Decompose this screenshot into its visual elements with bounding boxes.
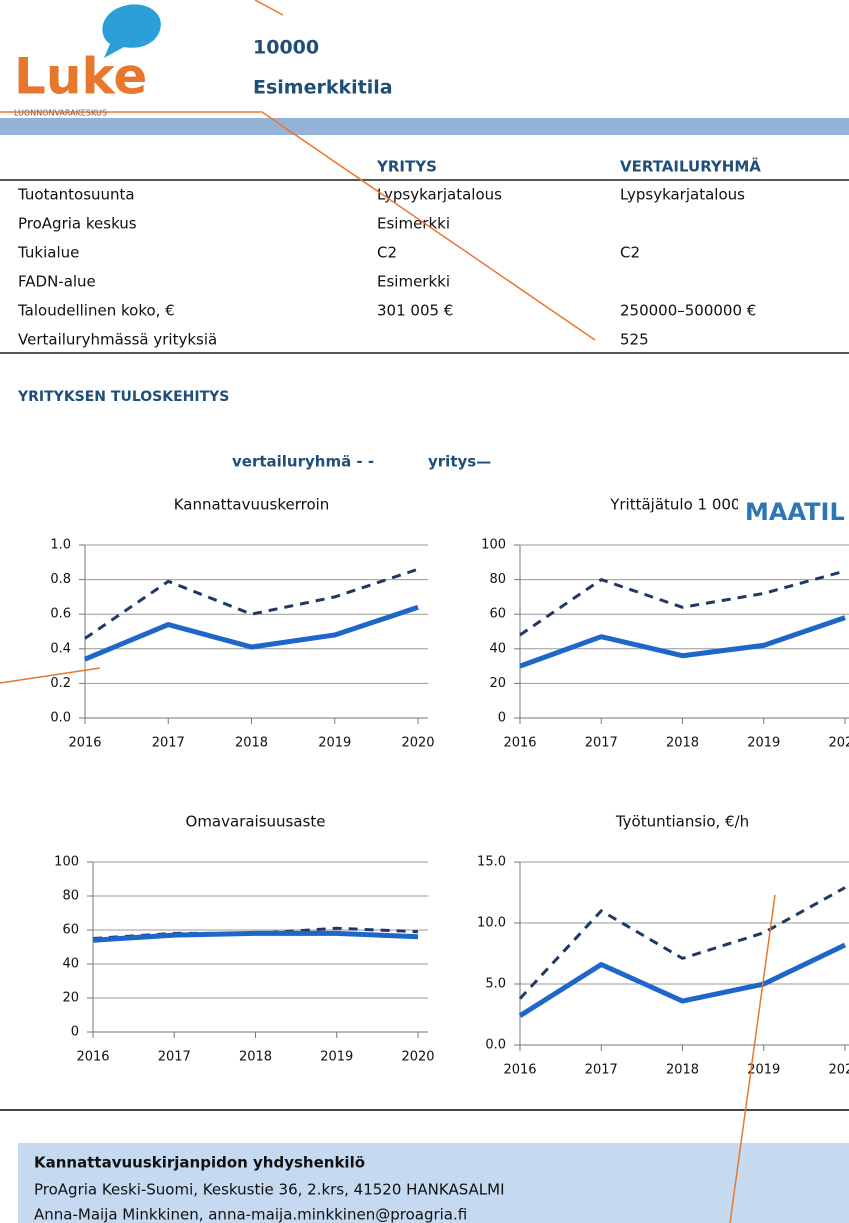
- cell: 525: [620, 331, 649, 349]
- x-tick-label: 2020: [401, 1050, 434, 1065]
- row-label: FADN-alue: [18, 273, 96, 291]
- series-line: [518, 942, 847, 1018]
- y-tick-label: 1.0: [50, 538, 71, 553]
- header-bar: [0, 118, 849, 135]
- table: Tuotantosuunta Lypsykarjatalous Lypsykarja…: [17, 186, 756, 349]
- cell: C2: [377, 244, 397, 262]
- y-tick-label: 5.0: [485, 977, 506, 992]
- column-header: VERTAILURYHMÄ: [620, 157, 761, 176]
- farm-code: 10000: [253, 37, 319, 59]
- footer-title: Kannattavuuskirjanpidon yhdyshenkilö: [34, 1154, 365, 1172]
- y-tick-label: 0: [498, 711, 506, 726]
- x-tick-label: 2020: [828, 1063, 849, 1078]
- legend-item: yritys—: [428, 453, 491, 471]
- series-line: [92, 930, 419, 943]
- chart-title: Kannattavuuskerroin: [174, 496, 330, 514]
- farm-name: Esimerkkitila: [253, 77, 393, 99]
- y-tick-label: 0.4: [50, 641, 71, 656]
- y-tick-label: 10.0: [477, 916, 506, 931]
- y-tick-label: 0.0: [50, 711, 71, 726]
- y-tick-label: 20: [62, 991, 79, 1006]
- y-tick-label: 80: [62, 889, 79, 904]
- y-tick-label: 80: [489, 572, 506, 587]
- x-tick-label: 2020: [828, 736, 849, 751]
- annotations: [0, 0, 776, 1223]
- y-tick-label: 0.2: [50, 676, 71, 691]
- legend-item: vertailuryhmä - -: [232, 453, 374, 471]
- cell: Lypsykarjatalous: [620, 186, 745, 204]
- x-tick-label: 2018: [666, 1063, 699, 1078]
- x-tick-label: 2016: [68, 736, 101, 751]
- cell: 250000–500000 €: [620, 302, 756, 320]
- cell: Esimerkki: [377, 273, 450, 291]
- y-tick-label: 60: [62, 923, 79, 938]
- x-tick-label: 2018: [239, 1050, 272, 1065]
- logo: Luke: [14, 48, 147, 106]
- x-tick-label: 2019: [747, 736, 780, 751]
- row-label: Taloudellinen koko, €: [17, 302, 175, 320]
- x-tick-label: 2020: [401, 736, 434, 751]
- series-line: [519, 615, 846, 669]
- y-tick-label: 40: [62, 957, 79, 972]
- x-tick-label: 2017: [585, 1063, 618, 1078]
- annotation-line: [0, 667, 101, 684]
- cell: 301 005 €: [377, 302, 453, 320]
- series-line: [84, 604, 419, 662]
- x-tick-label: 2016: [503, 736, 536, 751]
- y-tick-label: 40: [489, 641, 506, 656]
- x-tick-label: 2016: [76, 1050, 109, 1065]
- annotation-line: [254, 0, 284, 16]
- column-header: YRITYS: [376, 158, 437, 176]
- cell: Esimerkki: [377, 215, 450, 233]
- row-label: Tuotantosuunta: [17, 186, 135, 204]
- y-tick-label: 100: [481, 538, 506, 553]
- charts: Kannattavuuskerroin0.00.20.40.60.81.0201…: [50, 496, 849, 1078]
- row-label: ProAgria keskus: [18, 215, 137, 233]
- overlay-text: MAATIL: [745, 498, 845, 526]
- series-line: [519, 569, 846, 637]
- overlay-box: [738, 494, 849, 530]
- cell: C2: [620, 244, 640, 262]
- x-tick-label: 2017: [585, 736, 618, 751]
- y-tick-label: 0.0: [485, 1038, 506, 1053]
- y-tick-label: 100: [54, 855, 79, 870]
- annotation-line: [0, 111, 596, 341]
- logo-icon: [102, 4, 161, 59]
- chart-title: Työtuntiansio, €/h: [615, 813, 749, 831]
- cell: Lypsykarjatalous: [377, 186, 502, 204]
- y-tick-label: 0: [71, 1025, 79, 1040]
- x-tick-label: 2017: [152, 736, 185, 751]
- series-line: [84, 567, 419, 640]
- x-tick-label: 2017: [158, 1050, 191, 1065]
- footer-address: ProAgria Keski-Suomi, Keskustie 36, 2.kr…: [34, 1181, 505, 1199]
- series-line: [518, 886, 846, 1000]
- x-tick-label: 2016: [503, 1063, 536, 1078]
- chart-title: Omavaraisuusaste: [186, 813, 326, 831]
- logo-subtitle: LUONNONVARAKESKUS: [14, 109, 107, 118]
- x-tick-label: 2018: [235, 736, 268, 751]
- y-tick-label: 0.6: [50, 607, 71, 622]
- row-label: Vertailuryhmässä yrityksiä: [18, 331, 217, 349]
- x-tick-label: 2019: [747, 1063, 780, 1078]
- chart-title: Yrittäjätulo 1 000 €: [609, 496, 755, 514]
- x-tick-label: 2019: [318, 736, 351, 751]
- x-tick-label: 2019: [320, 1050, 353, 1065]
- row-label: Tukialue: [17, 244, 79, 262]
- footer-box: [18, 1143, 849, 1223]
- x-tick-label: 2018: [666, 736, 699, 751]
- y-tick-label: 60: [489, 607, 506, 622]
- annotation-line: [729, 894, 776, 1223]
- y-tick-label: 0.8: [50, 572, 71, 587]
- footer-contact: Anna-Maija Minkkinen, anna-maija.minkkin…: [34, 1206, 467, 1223]
- y-tick-label: 20: [489, 676, 506, 691]
- y-tick-label: 15.0: [477, 855, 506, 870]
- section-title: YRITYKSEN TULOSKEHITYS: [17, 389, 229, 405]
